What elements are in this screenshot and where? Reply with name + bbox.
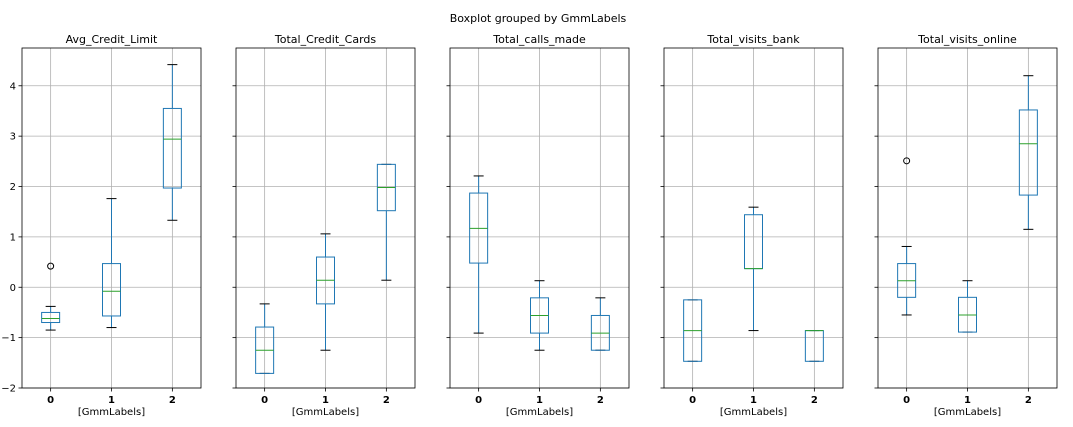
outlier-point (47, 262, 55, 270)
axes-frame (449, 47, 630, 389)
x-tick-label: 1 (536, 395, 543, 406)
panel-title: Total_visits_online (917, 33, 1017, 46)
outlier-point (903, 157, 911, 165)
x-tick-label: 1 (322, 395, 329, 406)
box-0 (41, 262, 61, 331)
panel-0: −2 −1 0 1 2 3 4 0 1 2 Avg_Credit_Limit [GmmLabels] (1, 33, 202, 418)
panel-title: Total_Credit_Cards (274, 33, 377, 46)
panel-2: 0 1 2 Total_calls_made [GmmLabels] (446, 33, 630, 418)
y-tick-label: 2 (10, 182, 16, 193)
axes-frame (877, 47, 1058, 389)
box-0 (897, 157, 917, 316)
x-tick-label: 2 (597, 395, 604, 406)
x-tick-label: 0 (903, 395, 910, 406)
x-tick-label: 0 (261, 395, 268, 406)
y-tick-label: 3 (10, 132, 16, 143)
y-tick-label: −2 (1, 384, 16, 395)
x-axis-label: [GmmLabels] (78, 407, 145, 418)
box-0 (469, 175, 489, 334)
y-tick-label: 0 (10, 283, 16, 294)
x-axis-label: [GmmLabels] (292, 407, 359, 418)
box-2 (162, 64, 182, 221)
panel-title: Avg_Credit_Limit (66, 33, 158, 46)
box-1 (316, 233, 335, 351)
x-tick-label: 2 (169, 395, 176, 406)
panel-title: Total_calls_made (492, 33, 586, 46)
x-axis-label: [GmmLabels] (506, 407, 573, 418)
iqr-box (41, 311, 61, 324)
x-axis-label: [GmmLabels] (934, 407, 1001, 418)
x-tick-label: 0 (47, 395, 54, 406)
box-0 (255, 303, 275, 374)
panel-4: 0 1 2 Total_visits_online [GmmLabels] (874, 33, 1058, 418)
box-2 (804, 330, 824, 362)
x-tick-label: 0 (689, 395, 696, 406)
x-tick-label: 1 (750, 395, 757, 406)
x-axis-label: [GmmLabels] (720, 407, 787, 418)
x-tick-label: 2 (811, 395, 818, 406)
iqr-box (102, 263, 121, 317)
panel-title: Total_visits_bank (706, 33, 800, 46)
box-0 (683, 299, 703, 362)
box-1 (102, 198, 121, 329)
panel-3: 0 1 2 Total_visits_bank [GmmLabels] (660, 33, 844, 418)
x-tick-label: 0 (475, 395, 482, 406)
box-1 (744, 206, 763, 332)
axes-frame (21, 47, 202, 389)
axes-frame (235, 47, 416, 389)
x-tick-label: 2 (383, 395, 390, 406)
x-tick-label: 1 (108, 395, 115, 406)
box-1 (958, 280, 977, 333)
box-2 (376, 163, 396, 281)
iqr-box (162, 107, 182, 189)
y-tick-label: 1 (10, 232, 16, 243)
y-tick-label: −1 (1, 333, 16, 344)
box-2 (1018, 75, 1038, 230)
x-tick-label: 1 (964, 395, 971, 406)
iqr-box (1018, 109, 1038, 196)
axes-frame (663, 47, 844, 389)
x-tick-label: 2 (1025, 395, 1032, 406)
box-2 (590, 297, 610, 351)
panel-1: 0 1 2 Total_Credit_Cards [GmmLabels] (232, 33, 416, 418)
figure-suptitle: Boxplot grouped by GmmLabels (450, 12, 627, 25)
box-1 (530, 280, 549, 351)
y-tick-label: 4 (10, 81, 16, 92)
